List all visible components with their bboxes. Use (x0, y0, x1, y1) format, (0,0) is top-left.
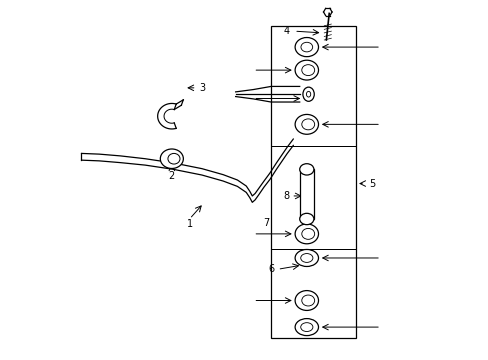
Text: 8: 8 (283, 191, 289, 201)
Ellipse shape (295, 60, 318, 80)
Ellipse shape (295, 224, 318, 244)
Ellipse shape (295, 37, 318, 57)
Text: 1: 1 (186, 219, 192, 229)
Bar (270, 26, 355, 338)
Bar (299, 169, 313, 219)
Ellipse shape (299, 213, 313, 225)
Ellipse shape (302, 87, 314, 101)
Ellipse shape (295, 249, 318, 266)
Ellipse shape (299, 164, 313, 175)
Text: 6: 6 (268, 264, 274, 274)
Ellipse shape (295, 319, 318, 336)
Ellipse shape (295, 114, 318, 134)
Ellipse shape (160, 149, 183, 168)
Text: 4: 4 (284, 26, 289, 36)
Text: 2: 2 (168, 171, 175, 181)
Ellipse shape (295, 291, 318, 310)
Text: 3: 3 (199, 83, 204, 93)
Text: 7: 7 (263, 217, 269, 228)
Text: 5: 5 (368, 179, 374, 189)
